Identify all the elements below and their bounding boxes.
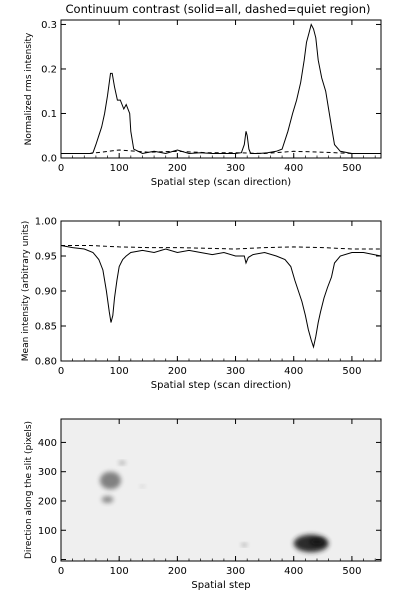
- y-tick-label: 0.1: [41, 109, 57, 120]
- intensity-feature: [140, 485, 145, 488]
- intensity-feature: [99, 471, 121, 490]
- x-tick-label: 300: [226, 566, 245, 577]
- x-tick-label: 500: [342, 566, 361, 577]
- x-tick-label: 200: [168, 366, 187, 377]
- x-tick-label: 400: [284, 566, 303, 577]
- x-tick-label: 400: [284, 163, 303, 174]
- x-axis-label: Spatial step (scan direction): [151, 380, 291, 391]
- plot-frame: [60, 418, 382, 562]
- x-tick-label: 100: [110, 566, 129, 577]
- x-tick-label: 500: [342, 163, 361, 174]
- series-line-quiet: [61, 149, 381, 155]
- x-tick-label: 0: [58, 366, 64, 377]
- y-axis-label: Direction along the slit (pixels): [24, 421, 34, 559]
- panel1-title: Continuum contrast (solid=all, dashed=qu…: [66, 2, 371, 16]
- y-tick-label: 100: [38, 526, 57, 537]
- x-axis-label: Spatial step: [191, 580, 250, 591]
- y-tick-label: 0.2: [41, 64, 57, 75]
- image-background: [61, 419, 381, 561]
- y-tick-label: 0.95: [35, 252, 57, 263]
- panel1-rms-contrast: 0 100 200 300 400 500 0.0 0.1 0.2 0.3 Spatial step…: [24, 19, 382, 188]
- x-tick-label: 200: [168, 163, 187, 174]
- plot-frame: [60, 19, 382, 159]
- x-tick-label: 200: [168, 566, 187, 577]
- x-tick-label: 300: [226, 366, 245, 377]
- intensity-feature: [101, 496, 114, 504]
- x-tick-label: 500: [342, 366, 361, 377]
- y-tick-label: 0.80: [35, 357, 57, 368]
- series-line-all: [61, 23, 381, 155]
- x-tick-label: 100: [110, 366, 129, 377]
- x-axis-label: Spatial step (scan direction): [151, 177, 291, 188]
- panel3-slit-image: 0 100 200 300 400 500 0 100 200 300 400 Spatial ste…: [24, 418, 382, 591]
- x-tick-label: 100: [110, 163, 129, 174]
- x-tick-label: 400: [284, 366, 303, 377]
- intensity-feature: [241, 543, 248, 547]
- series-line-quiet: [61, 245, 381, 250]
- x-tick-label: 0: [58, 566, 64, 577]
- plot-frame: [60, 220, 382, 362]
- panel2-mean-intensity: 0 100 200 300 400 500 0.80 0.85 0.90 0.95 1.00 Spat…: [21, 217, 382, 391]
- x-tick-label: 0: [58, 163, 64, 174]
- x-tick-label: 300: [226, 163, 245, 174]
- intensity-feature: [118, 461, 126, 465]
- y-tick-label: 200: [38, 496, 57, 507]
- y-tick-label: 1.00: [35, 217, 57, 228]
- y-tick-label: 400: [38, 438, 57, 449]
- intensity-feature: [310, 539, 324, 545]
- y-tick-label: 0: [51, 555, 57, 566]
- y-tick-label: 0.90: [35, 287, 57, 298]
- y-axis-label: Normalized rms intensity: [24, 32, 34, 145]
- y-axis-label: Mean intensity (arbitrary units): [21, 221, 31, 361]
- y-tick-label: 0.0: [41, 154, 57, 165]
- y-tick-label: 0.3: [41, 20, 57, 31]
- y-tick-label: 0.85: [35, 322, 57, 333]
- series-line-all: [60, 245, 382, 349]
- y-tick-label: 300: [38, 467, 57, 478]
